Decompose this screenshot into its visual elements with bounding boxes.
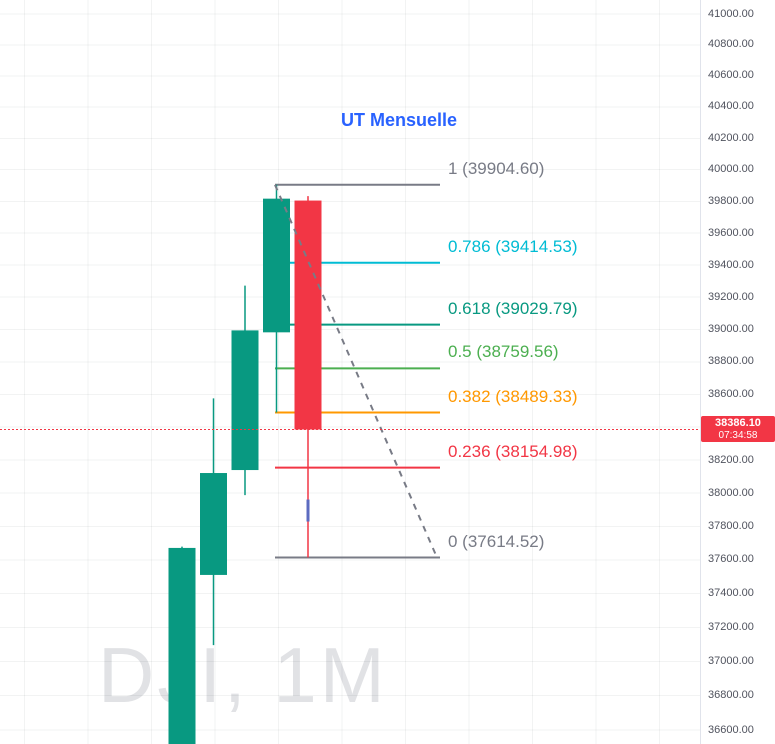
price-axis-ticks: 41000.00 40800.00 40600.00 40400.00 40200.00… bbox=[701, 0, 775, 744]
candle-body bbox=[294, 200, 322, 430]
candle-body bbox=[263, 198, 290, 333]
candle-body bbox=[168, 547, 196, 744]
price-tick-label: 41000.00 bbox=[708, 7, 754, 20]
price-tick-label: 39400.00 bbox=[708, 258, 754, 271]
price-tick-label: 37200.00 bbox=[708, 620, 754, 633]
price-tick-label: 37000.00 bbox=[708, 654, 754, 667]
price-tick-label: 39800.00 bbox=[708, 194, 754, 207]
price-tick-label: 40600.00 bbox=[708, 69, 754, 82]
price-tick-label: 40400.00 bbox=[708, 100, 754, 113]
price-tick-label: 40800.00 bbox=[708, 38, 754, 51]
chart-pane[interactable]: DJI, 1M UT Mensuelle 1 (39904.60) 0.786 (… bbox=[0, 0, 700, 744]
price-tick-label: 38600.00 bbox=[708, 387, 754, 400]
candle-body bbox=[200, 473, 227, 575]
price-tick-label: 37600.00 bbox=[708, 553, 754, 566]
price-tick-label: 40200.00 bbox=[708, 131, 754, 144]
price-tick-label: 36600.00 bbox=[708, 723, 754, 736]
price-tick-label: 38800.00 bbox=[708, 355, 754, 368]
price-tick-label: 39200.00 bbox=[708, 290, 754, 303]
price-tick-label: 37400.00 bbox=[708, 587, 754, 600]
price-tick-label: 39000.00 bbox=[708, 322, 754, 335]
price-tick-label: 40000.00 bbox=[708, 163, 754, 176]
price-tick-label: 38000.00 bbox=[708, 486, 754, 499]
current-price-badge: 38386.10 07:34:58 bbox=[701, 416, 775, 443]
fib-trend-line[interactable] bbox=[274, 184, 438, 558]
countdown-timer: 07:34:58 bbox=[718, 430, 758, 442]
price-tick-label: 37800.00 bbox=[708, 520, 754, 533]
price-tick-label: 38200.00 bbox=[708, 453, 754, 466]
price-plot[interactable] bbox=[0, 0, 700, 744]
chart-note-text[interactable]: UT Mensuelle bbox=[341, 110, 458, 130]
price-tick-label: 36800.00 bbox=[708, 689, 754, 702]
price-tick-label: 39600.00 bbox=[708, 226, 754, 239]
current-price-value: 38386.10 bbox=[715, 417, 761, 430]
price-axis[interactable]: 41000.00 40800.00 40600.00 40400.00 40200.00… bbox=[700, 0, 775, 744]
candle-body bbox=[231, 330, 259, 471]
